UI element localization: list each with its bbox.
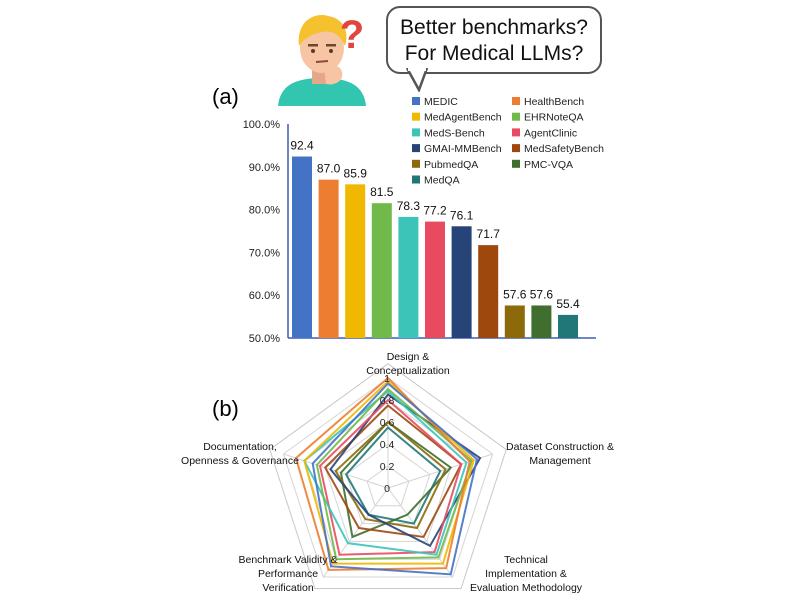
legend-label: GMAI-MMBench xyxy=(424,143,502,155)
speech-tail xyxy=(405,68,429,92)
radar-axis-label: Management xyxy=(529,455,590,467)
hand xyxy=(324,65,343,85)
brow-left xyxy=(308,44,318,47)
radar-axis-label: Openness & Governance xyxy=(181,455,299,467)
y-tick-label: 50.0% xyxy=(249,333,280,345)
legend-swatch xyxy=(412,112,420,121)
bar-agentclinic xyxy=(425,221,445,338)
bar-medsafetybench xyxy=(478,245,499,338)
legend-label: HealthBench xyxy=(524,96,584,108)
legend-swatch xyxy=(412,159,420,168)
radar-grid-ring xyxy=(282,377,494,578)
legend-swatch xyxy=(512,112,520,121)
legend-swatch xyxy=(512,144,520,153)
bar-medagentbench xyxy=(345,184,366,338)
bar-value-label: 57.6 xyxy=(503,287,527,301)
bar-gmai-mmbench xyxy=(451,226,472,338)
radar-tick-label: 0 xyxy=(384,483,390,495)
bar-meds-bench xyxy=(398,216,419,338)
radar-tick-label: 0.8 xyxy=(380,395,395,407)
radar-series-healthbench xyxy=(294,376,471,571)
bar-value-label: 81.5 xyxy=(370,185,394,199)
radar-grid-ring xyxy=(366,465,410,507)
eye-right xyxy=(329,49,333,53)
bar-medqa xyxy=(558,314,578,338)
legend-swatch xyxy=(412,144,420,153)
bar-healthbench xyxy=(318,179,339,338)
bar-value-label: 77.2 xyxy=(423,204,447,218)
eye-left xyxy=(311,49,315,53)
radar-axis-label: Conceptualization xyxy=(366,365,450,377)
thinking-person-icon: ? xyxy=(278,13,366,106)
speech-bubble: Better benchmarks? For Medical LLMs? xyxy=(386,6,602,74)
legend-label: MedS-Bench xyxy=(424,127,485,139)
radar-axis-label: Documentation, xyxy=(203,441,277,453)
legend-label: AgentClinic xyxy=(524,127,577,139)
bar-value-label: 76.1 xyxy=(450,208,474,222)
bar-value-label: 87.0 xyxy=(317,162,341,176)
radar-tick-label: 0.6 xyxy=(380,417,395,429)
radar-axis-label: Technical xyxy=(504,554,548,566)
radar-tick-label: 0.4 xyxy=(380,439,395,451)
y-tick-label: 100.0% xyxy=(243,119,281,131)
y-tick-label: 80.0% xyxy=(249,205,280,217)
radar-series-pmc-vqa xyxy=(339,420,453,539)
question-mark-icon: ? xyxy=(340,13,364,57)
legend-swatch xyxy=(512,97,520,105)
radar-series-pubmedqa xyxy=(334,420,447,530)
radar-axis-label: Performance xyxy=(258,568,318,580)
mouth xyxy=(315,60,329,63)
radar-axis-label: Evaluation Methodology xyxy=(470,582,583,594)
y-tick-label: 90.0% xyxy=(249,162,280,174)
bar-value-label: 85.9 xyxy=(344,166,368,180)
panel-b-label: (b) xyxy=(212,396,239,421)
radar-axis-label: Verification xyxy=(262,582,314,594)
radar-series-meds-bench xyxy=(303,389,468,556)
radar-axis-label: Benchmark Validity & xyxy=(238,554,337,566)
legend-label: MedSafetyBench xyxy=(524,143,604,155)
bar-medic xyxy=(292,156,312,338)
bar-value-label: 57.6 xyxy=(530,287,554,301)
legend-label: MEDIC xyxy=(424,96,458,108)
legend-label: PMC-VQA xyxy=(524,159,573,171)
radar-tick-label: 0.2 xyxy=(380,461,395,473)
legend-swatch xyxy=(412,128,420,137)
radar-series-medic xyxy=(311,382,479,576)
legend-label: MedAgentBench xyxy=(424,112,502,124)
bar-value-label: 55.4 xyxy=(556,297,580,311)
speech-line-1: Better benchmarks? xyxy=(400,16,588,39)
shirt xyxy=(278,78,366,106)
bar-pubmedqa xyxy=(504,305,525,338)
speech-line-2: For Medical LLMs? xyxy=(404,42,584,65)
radar-outer-frame xyxy=(269,363,507,590)
radar-series-medqa xyxy=(344,426,442,525)
radar-tick-label: 1 xyxy=(384,373,390,385)
radar-spoke xyxy=(387,487,454,578)
brow-right xyxy=(326,44,336,47)
bar-ehrnoteqa xyxy=(371,203,392,338)
legend-label: PubmedQA xyxy=(424,159,478,171)
radar-axis-label: Design & xyxy=(387,351,430,363)
bar-value-label: 92.4 xyxy=(290,139,314,153)
legend-swatch xyxy=(412,97,420,105)
hair xyxy=(298,15,347,46)
legend-label: EHRNoteQA xyxy=(524,112,584,124)
bar-value-label: 71.7 xyxy=(477,227,501,241)
legend-label: MedQA xyxy=(424,175,460,187)
panel-a-label: (a) xyxy=(212,84,239,109)
legend-swatch xyxy=(512,128,520,137)
radar-axis-label: Dataset Construction & xyxy=(506,441,614,453)
legend-swatch xyxy=(512,159,520,168)
bar-pmc-vqa xyxy=(531,305,552,338)
legend-swatch xyxy=(412,175,420,184)
radar-series-agentclinic xyxy=(318,398,463,556)
radar-series-medagentbench xyxy=(303,379,475,565)
bar-value-label: 78.3 xyxy=(397,199,421,213)
radar-axis-label: Implementation & xyxy=(485,568,567,580)
y-tick-label: 70.0% xyxy=(249,247,280,259)
y-tick-label: 60.0% xyxy=(249,290,280,302)
radar-spoke xyxy=(322,487,389,578)
